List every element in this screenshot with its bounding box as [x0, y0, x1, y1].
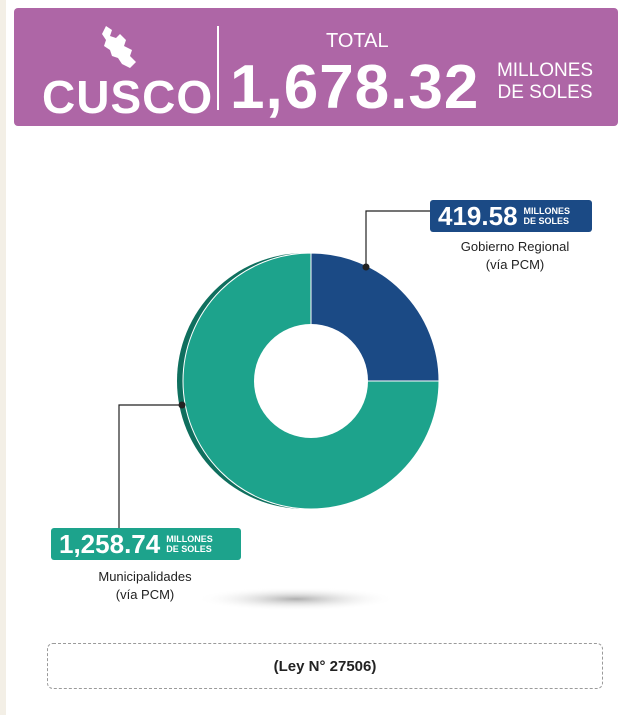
municipalidades-value-pill: 1,258.74 MILLONES DE SOLES [51, 528, 241, 560]
gobierno-value: 419.58 [438, 200, 518, 231]
cusco-map-icon [102, 26, 136, 68]
municipalidades-leader-dot [178, 401, 186, 409]
header-banner: CUSCO TOTAL 1,678.32 MILLONES DE SOLES [14, 8, 618, 126]
law-reference: (Ley N° 27506) [47, 643, 603, 689]
total-value: 1,678.32 [230, 53, 480, 122]
donut-hole [254, 324, 368, 438]
total-label: TOTAL [326, 30, 389, 52]
total-unit-line1: MILLONES [496, 60, 594, 81]
region-name: CUSCO [42, 71, 214, 123]
municipalidades-label-line1: Municipalidades [98, 569, 192, 584]
municipalidades-unit-line1: MILLONES [166, 534, 213, 544]
municipalidades-label: Municipalidades (vía PCM) [60, 568, 230, 604]
municipalidades-unit-line2: DE SOLES [166, 544, 212, 554]
gobierno-label-line2: (vía PCM) [485, 257, 545, 272]
gobierno-label: Gobierno Regional (vía PCM) [440, 238, 590, 274]
gobierno-value-pill: 419.58 MILLONES DE SOLES [430, 200, 592, 232]
gobierno-leader-line [365, 210, 430, 267]
chart-shadow [196, 587, 396, 611]
total-unit: MILLONES DE SOLES [490, 60, 600, 104]
municipalidades-leader-line [118, 404, 182, 530]
slice-municipalidades [182, 252, 440, 510]
gobierno-unit: MILLONES DE SOLES [524, 206, 571, 226]
municipalidades-value: 1,258.74 [59, 528, 161, 559]
gobierno-label-line1: Gobierno Regional [460, 239, 570, 254]
header-divider [217, 26, 219, 110]
gobierno-unit-line2: DE SOLES [523, 216, 570, 226]
total-unit-line2: DE SOLES [497, 82, 593, 103]
gobierno-unit-line1: MILLONES [523, 206, 571, 216]
municipalidades-label-line2: (vía PCM) [115, 587, 175, 602]
municipalidades-unit: MILLONES DE SOLES [166, 534, 213, 554]
gobierno-leader-dot [362, 263, 370, 271]
